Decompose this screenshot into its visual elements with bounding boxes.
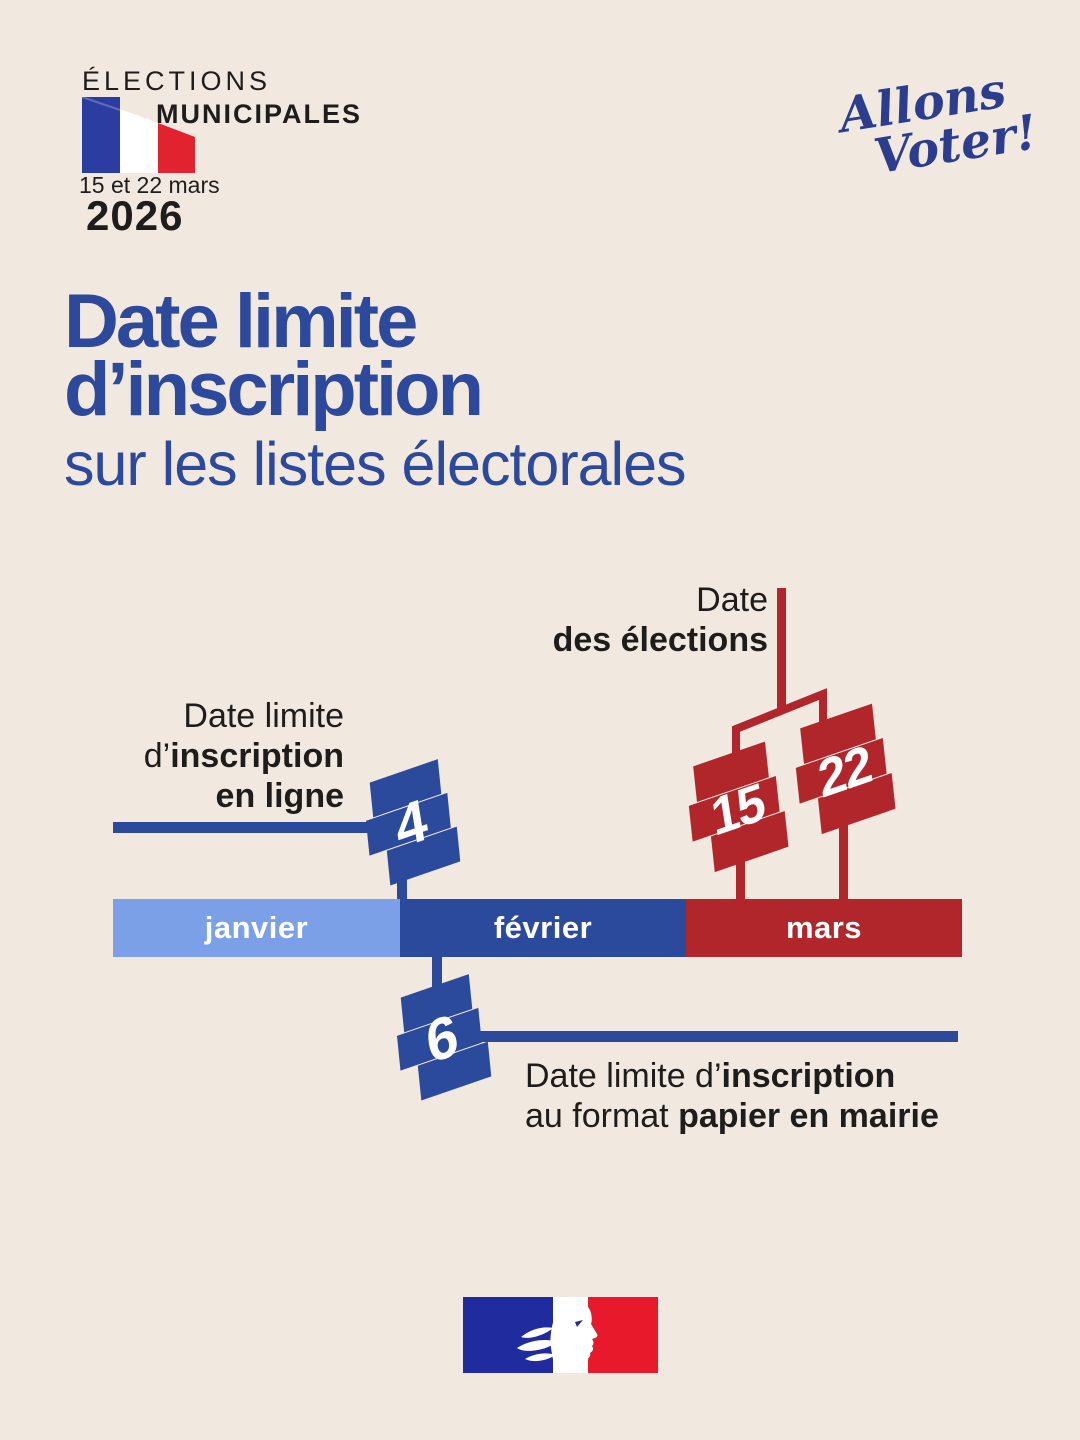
badge-paper-number: 6 xyxy=(422,1001,463,1076)
label-paper-line1-bold: inscription xyxy=(721,1057,896,1095)
header-year: 2026 xyxy=(86,192,184,239)
badge15-drop-line xyxy=(736,848,745,900)
header-eyebrow-bold: MUNICIPALES xyxy=(156,99,363,129)
month-label-mars: mars xyxy=(785,910,863,945)
marianne-eye-mark xyxy=(575,1320,583,1327)
elections-drop-line xyxy=(777,588,786,712)
header-date-range: 15 et 22 mars xyxy=(79,172,220,198)
label-elections-line2: des élections xyxy=(552,621,768,659)
marianne-hair-wisp xyxy=(521,1327,553,1338)
month-label-janvier: janvier xyxy=(204,910,309,945)
month-label-fevrier: février xyxy=(493,910,593,945)
badge-round1: 15 xyxy=(688,741,789,873)
badge-paper: 6 xyxy=(396,974,492,1101)
online-left-line xyxy=(113,822,375,833)
badge-round2-number: 22 xyxy=(814,735,875,811)
title-line2: d’inscription xyxy=(64,347,484,432)
label-online-line1: Date limite xyxy=(183,697,344,735)
marianne-face xyxy=(550,1301,598,1373)
badge-online-number: 4 xyxy=(391,786,432,861)
month-segment-mars: mars xyxy=(686,899,962,957)
label-elections-line1: Date xyxy=(696,581,768,619)
page-title: Date limite d’inscription sur les listes… xyxy=(64,279,687,498)
label-elections: Date des élections xyxy=(553,580,768,660)
badge-round2: 22 xyxy=(795,703,896,835)
marianne-logo xyxy=(463,1297,658,1373)
label-paper-line2-light: au format xyxy=(525,1097,679,1135)
badge-round1-number: 15 xyxy=(707,773,768,849)
marianne-hair-wisp xyxy=(517,1340,557,1351)
label-online-line3: en ligne xyxy=(215,777,344,815)
month-segment-fevrier: février xyxy=(400,899,686,957)
allons-voter-logo: Allons Voter! xyxy=(835,59,1068,186)
french-flag-icon xyxy=(82,97,195,173)
title-line1: Date limite xyxy=(64,279,418,364)
month-bar: janvier février mars xyxy=(113,899,962,957)
label-online-line2-light: d’ xyxy=(143,737,171,775)
month-segment-janvier: janvier xyxy=(113,899,400,957)
marianne-hair-wisp xyxy=(525,1353,555,1362)
paper-right-line xyxy=(458,1031,958,1042)
badge-online: 4 xyxy=(365,759,461,886)
paper-badge-drop-line xyxy=(432,957,442,1005)
label-online-deadline: Date limite d’inscription en ligne xyxy=(144,696,344,816)
badge22-drop-line xyxy=(839,813,848,900)
label-online-line2-bold: inscription xyxy=(170,737,344,775)
header-eyebrow: ÉLECTIONS xyxy=(82,66,272,96)
title-line3: sur les listes électorales xyxy=(64,430,687,498)
label-paper-line2-bold: papier en mairie xyxy=(678,1097,939,1135)
elections-bracket xyxy=(732,688,827,757)
label-paper-line1-light: Date limite d’ xyxy=(525,1057,722,1095)
label-paper-deadline: Date limite d’inscription au format papi… xyxy=(525,1056,939,1136)
